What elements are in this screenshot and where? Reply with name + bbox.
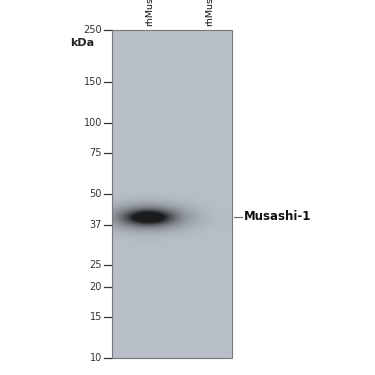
Text: 20: 20 bbox=[90, 282, 102, 292]
Text: 25: 25 bbox=[90, 260, 102, 270]
Text: Musashi-1: Musashi-1 bbox=[244, 210, 311, 223]
Bar bbox=[112, 30, 232, 358]
Text: 50: 50 bbox=[90, 189, 102, 199]
Text: 10: 10 bbox=[90, 353, 102, 363]
Text: 75: 75 bbox=[90, 148, 102, 158]
Text: rhMusashi-1: rhMusashi-1 bbox=[146, 0, 154, 26]
Text: 15: 15 bbox=[90, 312, 102, 322]
Text: kDa: kDa bbox=[70, 38, 94, 48]
Text: 150: 150 bbox=[84, 77, 102, 87]
Text: 250: 250 bbox=[83, 25, 102, 35]
Text: 100: 100 bbox=[84, 118, 102, 128]
Text: rhMusashi-2: rhMusashi-2 bbox=[206, 0, 214, 26]
Text: 37: 37 bbox=[90, 220, 102, 230]
